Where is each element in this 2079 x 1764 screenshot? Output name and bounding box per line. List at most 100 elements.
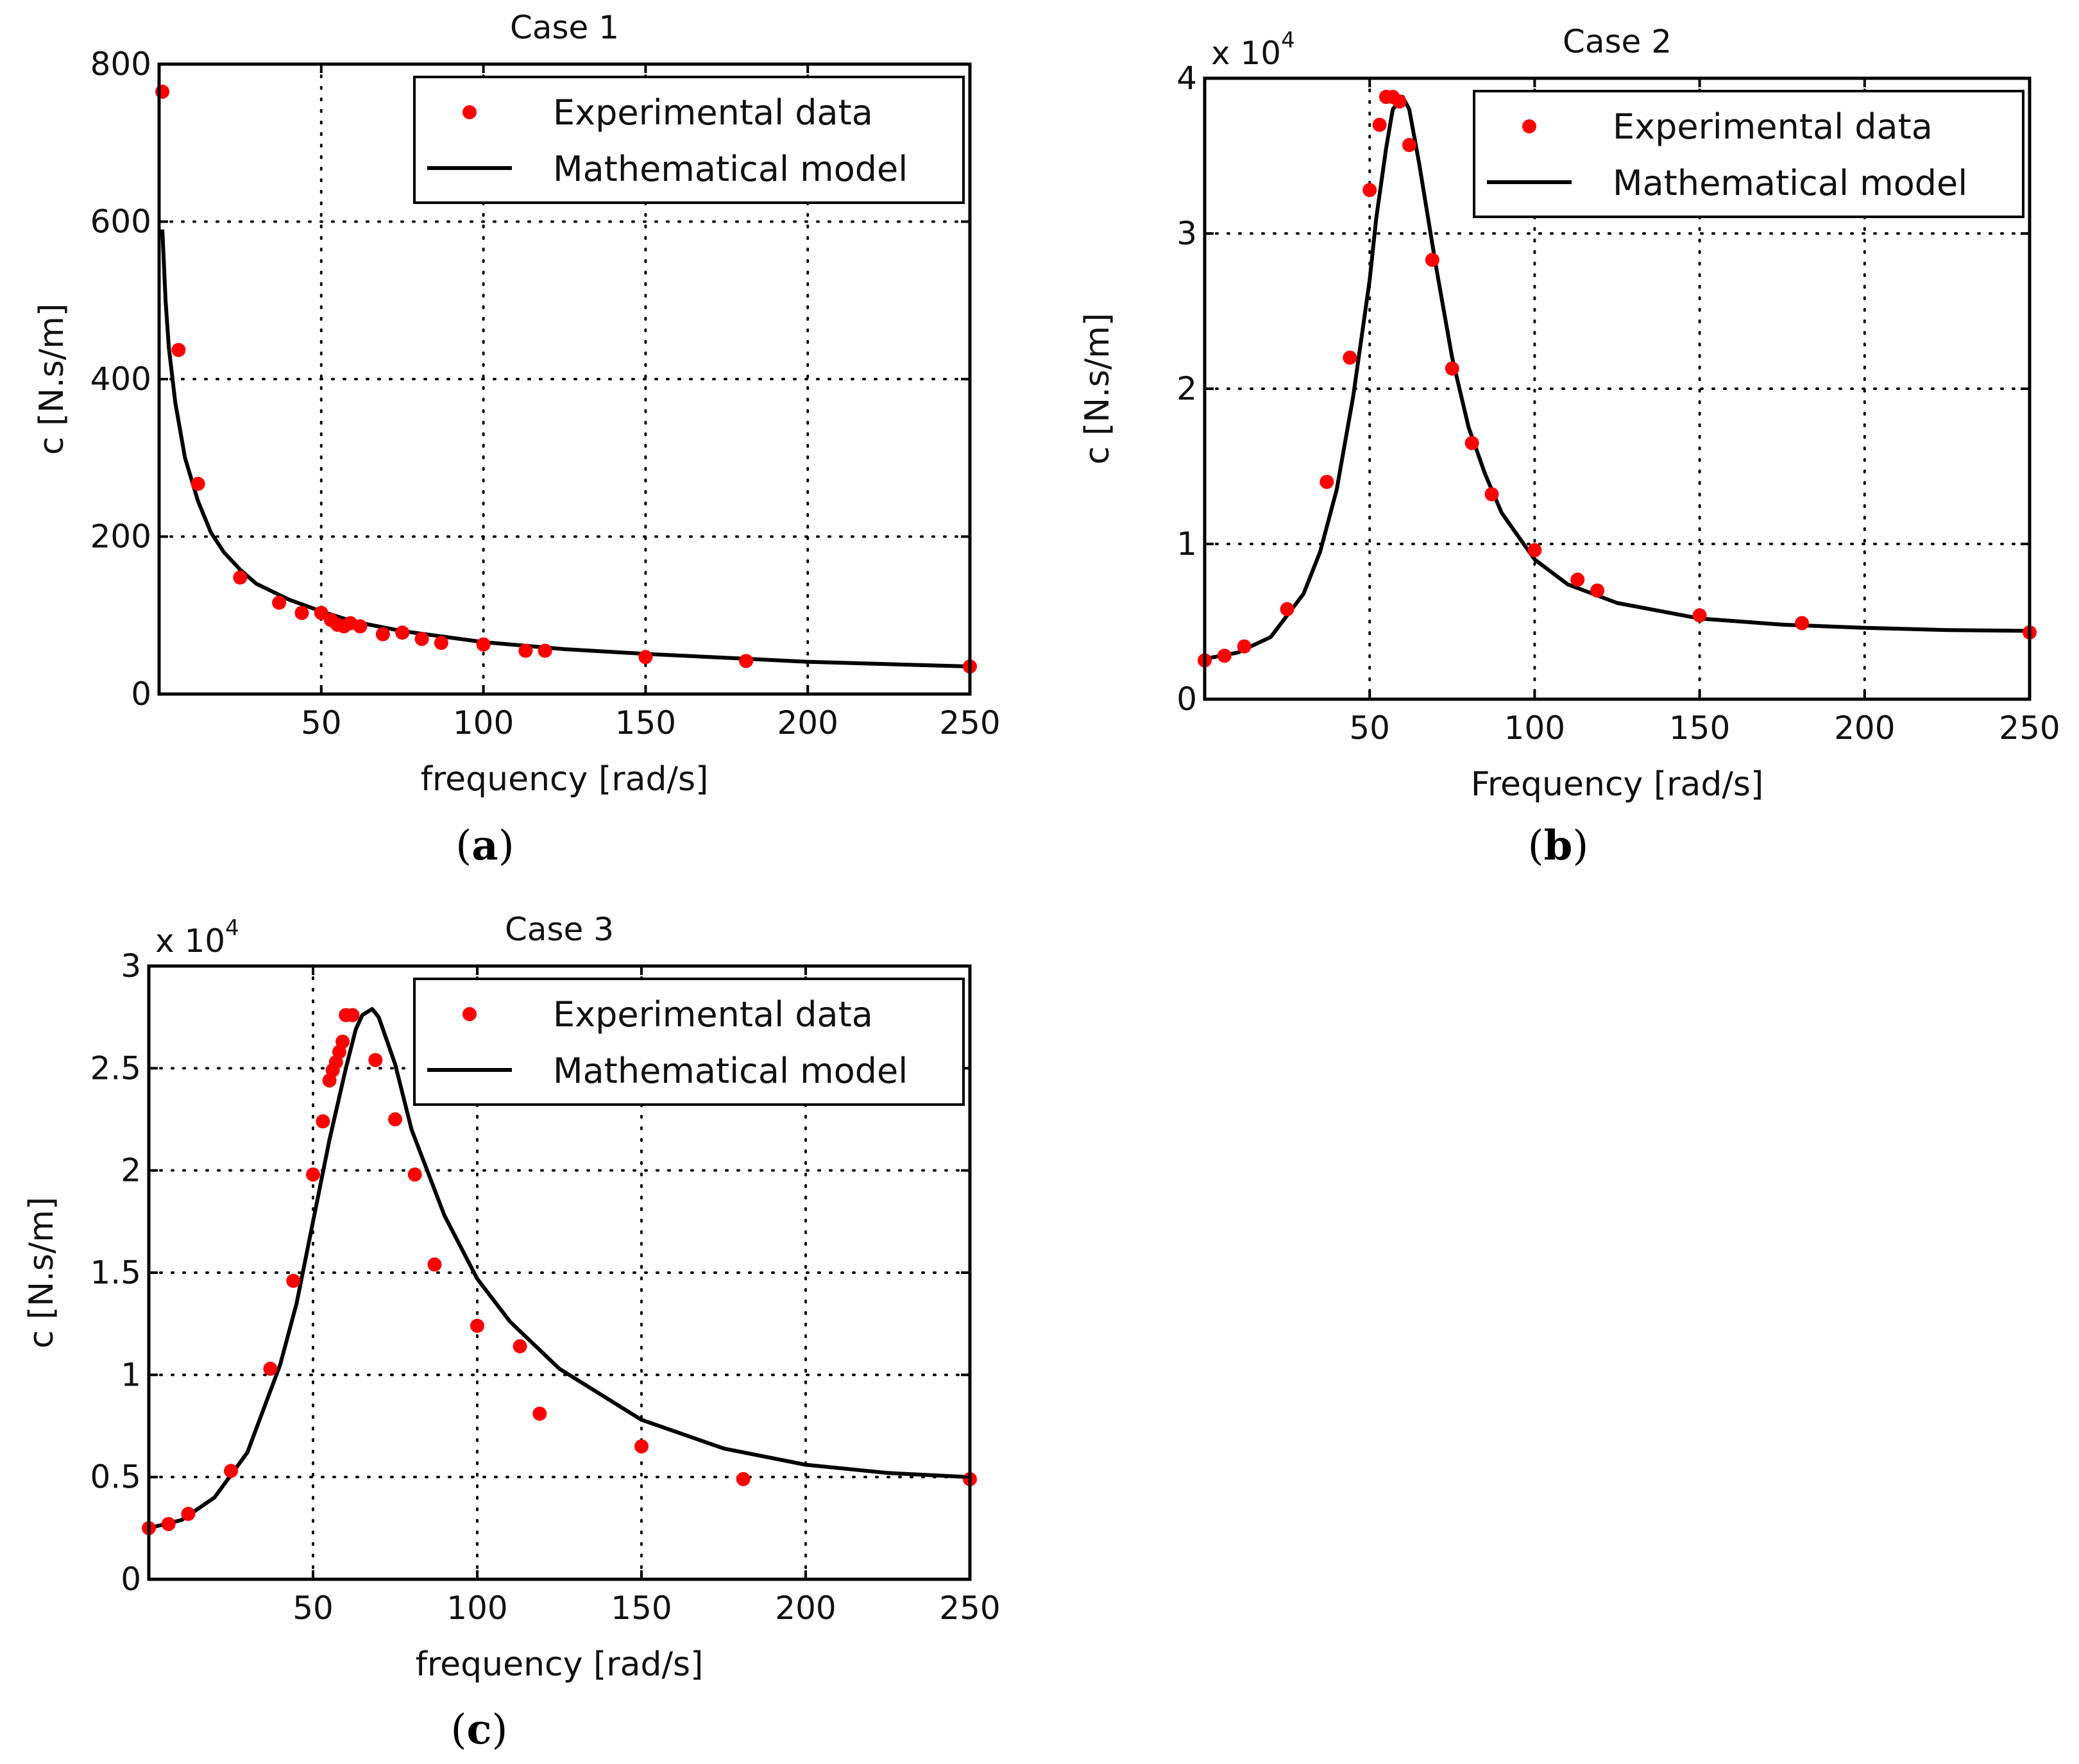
data-point [155, 84, 170, 99]
data-point [1402, 138, 1416, 153]
y-tick-label: 2 [121, 1152, 141, 1189]
legend-box [413, 978, 965, 1106]
data-point [1392, 94, 1407, 109]
data-point [1425, 253, 1439, 267]
legend-box [413, 76, 965, 204]
data-point [306, 1167, 320, 1182]
data-point [638, 650, 653, 665]
data-point [414, 632, 429, 647]
y-tick-label: 200 [90, 518, 151, 555]
data-point [1362, 183, 1377, 198]
data-point [407, 1167, 422, 1182]
data-point [1484, 487, 1499, 502]
y-tick-label: 2 [1176, 370, 1197, 407]
y-exponent-label: x 104 [155, 915, 239, 960]
y-tick-label: 4 [1176, 60, 1197, 97]
legend-label-model: Mathematical model [553, 1051, 908, 1091]
data-point [286, 1273, 301, 1288]
data-point [1343, 350, 1357, 365]
x-tick-label: 50 [293, 1590, 334, 1627]
x-tick-label: 250 [939, 1590, 1000, 1627]
chart-panel-a: 50 100 150 200 250 0 200 400 600 800 Case 1 frequen… [33, 9, 1001, 870]
y-tick-label: 0.5 [90, 1459, 141, 1496]
data-point [1320, 475, 1334, 489]
x-tick-label: 100 [1504, 709, 1565, 747]
data-point [171, 343, 186, 357]
data-point [470, 1318, 484, 1333]
data-point [191, 477, 205, 491]
legend-marker-experimental [462, 1007, 477, 1021]
legend: Experimental data Mathematical model [413, 978, 965, 1106]
model-curve [160, 229, 971, 668]
y-tick-label: 600 [90, 203, 151, 241]
data-point [736, 1471, 751, 1486]
data-point [314, 606, 328, 620]
data-point [375, 627, 390, 641]
x-tick-label: 150 [615, 704, 676, 742]
legend-label-experimental: Experimental data [553, 994, 873, 1035]
data-point [161, 1516, 176, 1531]
legend-marker-experimental [1522, 119, 1536, 133]
x-tick-label: 250 [1999, 709, 2060, 747]
x-tick-label: 200 [775, 1590, 836, 1627]
data-point [1217, 649, 1232, 663]
data-point [1570, 572, 1585, 587]
x-axis-label: Frequency [rad/s] [1471, 765, 1764, 804]
data-point [634, 1439, 649, 1454]
legend: Experimental data Mathematical model [413, 76, 965, 204]
data-point [518, 643, 533, 658]
data-point [233, 570, 248, 585]
data-point [368, 1053, 383, 1067]
y-tick-label: 800 [90, 46, 151, 83]
x-axis-label: frequency [rad/s] [416, 1645, 704, 1684]
panel-caption: (b) [1528, 822, 1589, 870]
y-tick-label: 0 [1176, 681, 1197, 718]
x-tick-label: 100 [453, 704, 514, 742]
y-tick-label: 2.5 [90, 1049, 141, 1087]
x-tick-label: 200 [777, 704, 838, 742]
data-point [476, 637, 491, 652]
y-axis-label: c [N.s/m] [22, 1197, 61, 1348]
exponent-power: 4 [1281, 28, 1295, 53]
y-tick-label: 1.5 [90, 1254, 141, 1291]
data-point [1590, 583, 1605, 598]
x-tick-label: 50 [1349, 709, 1390, 747]
chart-title: Case 1 [510, 9, 619, 46]
data-point [335, 1034, 350, 1049]
x-tick-label: 200 [1834, 709, 1895, 747]
y-tick-label: 0 [121, 1561, 141, 1598]
chart-title: Case 2 [1563, 23, 1672, 60]
data-point [224, 1464, 238, 1479]
data-point [739, 654, 754, 668]
data-point [434, 636, 448, 650]
model-curve [1204, 95, 2030, 661]
legend-box [1473, 90, 2024, 218]
legend-label-experimental: Experimental data [1613, 106, 1933, 147]
data-point [353, 619, 368, 634]
data-point [1692, 608, 1707, 623]
data-point [345, 1008, 360, 1022]
data-point [294, 606, 309, 620]
panel-caption: (a) [455, 822, 514, 870]
data-point [272, 595, 287, 610]
x-tick-label: 100 [446, 1590, 507, 1627]
panel-caption: (c) [451, 1706, 508, 1754]
data-point [1527, 543, 1542, 557]
data-point [513, 1339, 527, 1353]
data-point [316, 1114, 330, 1129]
model-curve [148, 1006, 971, 1531]
y-tick-label: 400 [90, 360, 151, 398]
data-point [181, 1507, 196, 1522]
data-point [388, 1112, 402, 1126]
chart-title: Case 3 [505, 911, 614, 948]
y-tick-label: 1 [1176, 525, 1197, 563]
y-exponent-label: x 104 [1211, 28, 1295, 72]
exponent-power: 4 [225, 915, 239, 941]
data-point [427, 1257, 442, 1272]
data-point [1445, 361, 1459, 376]
x-axis-label: frequency [rad/s] [421, 760, 709, 799]
legend-label-model: Mathematical model [553, 149, 908, 189]
y-tick-label: 3 [1176, 215, 1197, 252]
